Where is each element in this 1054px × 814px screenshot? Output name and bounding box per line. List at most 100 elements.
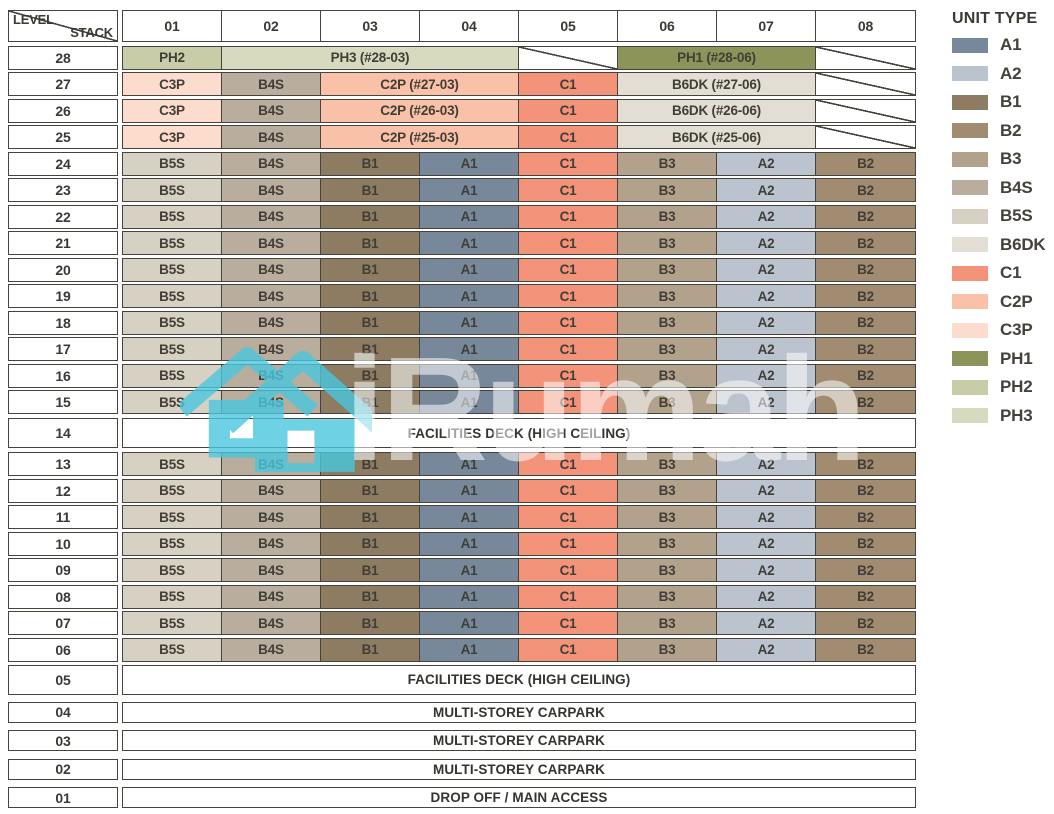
- unit-cell-B2: B2: [816, 391, 915, 413]
- stack-grid: B5S B4S B1 A1 C1 B3 A2 B2: [122, 611, 916, 635]
- unit-cell-B2: B2: [816, 585, 915, 608]
- unit-cell-B4S: B4S: [222, 73, 321, 95]
- unit-cell-C1: C1: [519, 364, 618, 387]
- level-cell: 10: [8, 531, 118, 556]
- level-cell: 12: [8, 478, 118, 503]
- unit-cell-B4S: B4S: [222, 338, 321, 360]
- unit-cell-B4S: B4S: [222, 311, 321, 334]
- legend-swatch-C2P: [952, 294, 988, 309]
- unit-type-legend: UNIT TYPE A1 A2 B1 B2 B3 B4S B5S B6DK C1 C2P C3P PH…: [952, 10, 1052, 436]
- stack-grid: B5S B4S B1 A1 C1 B3 A2 B2: [122, 151, 916, 176]
- unit-cell-C1: C1: [519, 152, 618, 175]
- unit-cell-A1: A1: [420, 285, 519, 307]
- legend-title: UNIT TYPE: [952, 10, 1038, 27]
- legend-label: B3: [1000, 149, 1022, 168]
- table-body: 28 PH2 PH3 (#28-03) PH1 (#28-06) 27 C3P B4S C2P…: [8, 45, 916, 808]
- unit-cell-A2: A2: [717, 612, 816, 634]
- table-row: 24 B5S B4S B1 A1 C1 B3 A2 B2: [8, 151, 916, 176]
- legend-label: B2: [1000, 120, 1022, 140]
- unit-cell-B5S: B5S: [123, 179, 222, 201]
- unit-cell-B1: B1: [321, 258, 420, 281]
- unit-cell-C1: C1: [519, 506, 618, 528]
- unit-cell-C2P: C2P (#26-03): [321, 99, 519, 122]
- legend-swatch-B4S: [952, 180, 988, 195]
- facility-cell: MULTI-STOREY CARPARK: [123, 759, 915, 779]
- unit-cell-A1: A1: [420, 152, 519, 175]
- unit-cell-B2: B2: [816, 338, 915, 360]
- unit-cell-B3: B3: [618, 338, 717, 360]
- unit-cell-B5S: B5S: [123, 479, 222, 502]
- stack-header-grid: 01 02 03 04 05 06 07 08: [122, 10, 916, 42]
- facility-cell: MULTI-STOREY CARPARK: [123, 731, 915, 750]
- legend-label: A1: [1000, 35, 1022, 54]
- stack-header-cell: 07: [717, 11, 816, 41]
- legend-label: B1: [1000, 92, 1022, 111]
- stack-table: LEVEL STACK 01 02 03 04 05 06 07 08 28 PH2 PH3 (#…: [8, 10, 916, 808]
- unit-cell-B4S: B4S: [222, 364, 321, 387]
- table-row: 09 B5S B4S B1 A1 C1 B3 A2 B2: [8, 558, 916, 582]
- table-row: 01 DROP OFF / MAIN ACCESS: [8, 787, 916, 808]
- unit-cell-B4S: B4S: [222, 391, 321, 413]
- unit-cell-A1: A1: [420, 205, 519, 228]
- level-cell: 09: [8, 558, 118, 582]
- unit-cell-B1: B1: [321, 638, 420, 661]
- unit-cell-B3: B3: [618, 232, 717, 254]
- unit-cell-B3: B3: [618, 479, 717, 502]
- unit-cell-C1: C1: [519, 73, 618, 95]
- table-row: 25 C3P B4S C2P (#25-03) C1 B6DK (#25-06): [8, 125, 916, 149]
- unit-cell-A1: A1: [420, 232, 519, 254]
- unit-cell-C1: C1: [519, 311, 618, 334]
- unit-cell-B1: B1: [321, 532, 420, 555]
- level-cell: 24: [8, 151, 118, 176]
- unit-cell-C2P: C2P (#27-03): [321, 73, 519, 95]
- level-cell: 06: [8, 637, 118, 662]
- unit-cell-A1: A1: [420, 638, 519, 661]
- facility-cell: FACILITIES DECK (HIGH CEILING): [123, 419, 915, 447]
- stack-grid: C3P B4S C2P (#26-03) C1 B6DK (#26-06): [122, 98, 916, 123]
- legend-label: B6DK: [1000, 234, 1046, 254]
- legend-label: B5S: [1000, 206, 1033, 225]
- stack-grid: B5S B4S B1 A1 C1 B3 A2 B2: [122, 363, 916, 388]
- unit-cell-B4S: B4S: [222, 232, 321, 254]
- legend-label: A2: [1000, 63, 1022, 83]
- empty-slash-cell: [816, 99, 915, 122]
- unit-cell-B4S: B4S: [222, 258, 321, 281]
- unit-cell-B4S: B4S: [222, 638, 321, 661]
- unit-cell-C1: C1: [519, 453, 618, 475]
- level-cell: 25: [8, 125, 118, 149]
- legend-item: C3P: [952, 320, 1052, 339]
- legend-swatch-PH1: [952, 351, 988, 366]
- unit-cell-C1: C1: [519, 126, 618, 148]
- unit-cell-B2: B2: [816, 364, 915, 387]
- unit-cell-A2: A2: [717, 338, 816, 360]
- unit-cell-B4S: B4S: [222, 532, 321, 555]
- unit-cell-B1: B1: [321, 205, 420, 228]
- legend-item: A2: [952, 63, 1052, 83]
- unit-cell-A2: A2: [717, 311, 816, 334]
- legend-swatch-PH3: [952, 408, 988, 423]
- unit-cell-A1: A1: [420, 532, 519, 555]
- legend-item: C2P: [952, 292, 1052, 311]
- table-header-row: LEVEL STACK 01 02 03 04 05 06 07 08: [8, 10, 916, 42]
- unit-cell-A1: A1: [420, 612, 519, 634]
- stack-header-cell: 01: [123, 11, 222, 41]
- unit-cell-C1: C1: [519, 258, 618, 281]
- level-cell: 15: [8, 390, 118, 414]
- unit-cell-B5S: B5S: [123, 205, 222, 228]
- unit-cell-A1: A1: [420, 559, 519, 581]
- legend-label: C3P: [1000, 320, 1033, 339]
- table-row: 20 B5S B4S B1 A1 C1 B3 A2 B2: [8, 257, 916, 282]
- unit-cell-C1: C1: [519, 338, 618, 360]
- unit-cell-A2: A2: [717, 638, 816, 661]
- level-stack-header-cell: LEVEL STACK: [8, 10, 118, 42]
- level-cell: 05: [8, 664, 118, 695]
- unit-cell-B1: B1: [321, 559, 420, 581]
- unit-cell-B1: B1: [321, 232, 420, 254]
- unit-cell-B4S: B4S: [222, 99, 321, 122]
- unit-cell-B3: B3: [618, 585, 717, 608]
- unit-cell-A2: A2: [717, 391, 816, 413]
- stack-grid: FACILITIES DECK (HIGH CEILING): [122, 418, 916, 448]
- level-cell: 26: [8, 98, 118, 123]
- unit-cell-B1: B1: [321, 338, 420, 360]
